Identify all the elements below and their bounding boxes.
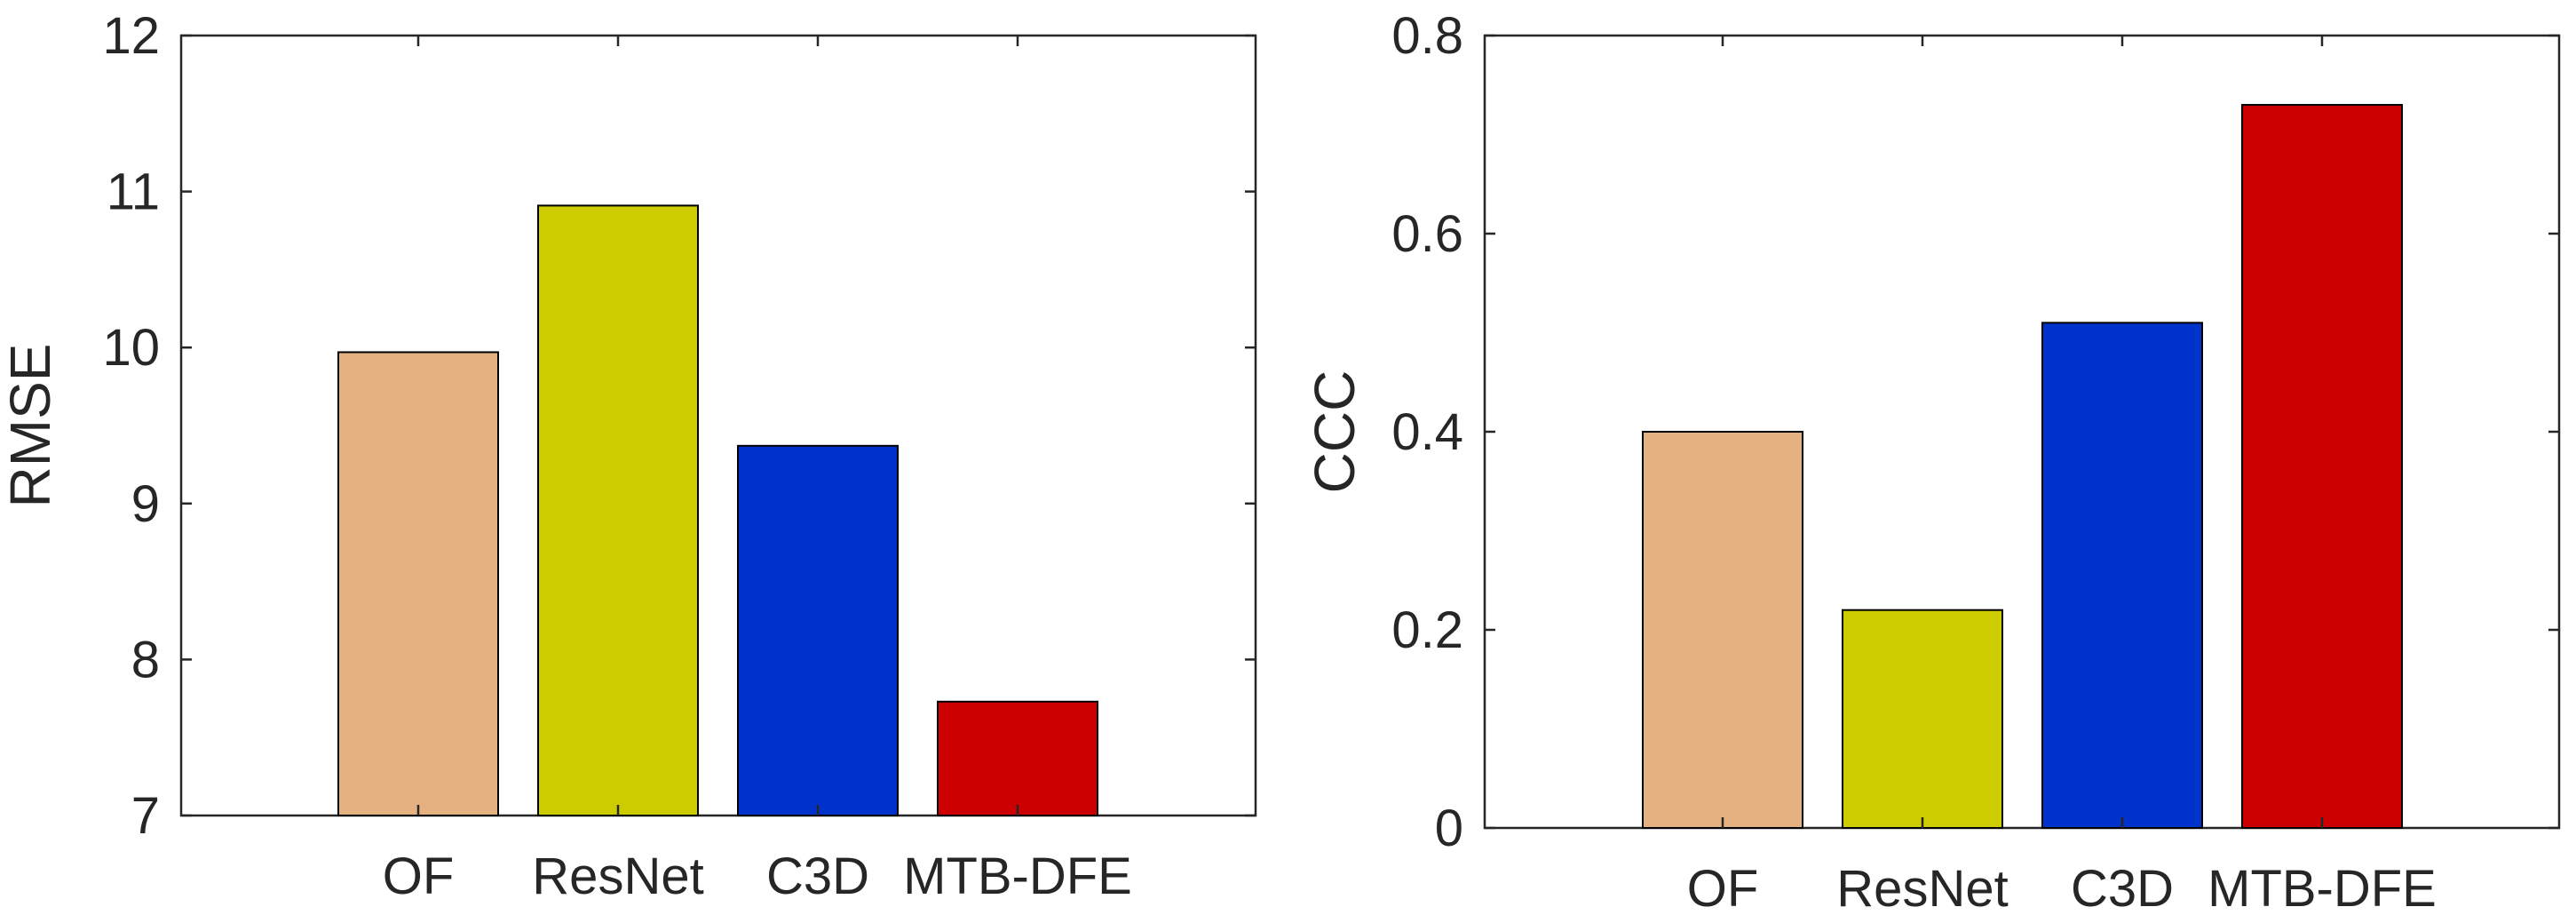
bar-mtb-dfe bbox=[2241, 104, 2403, 830]
chart-ccc: 0 0.2 0.4 0.6 0.8 OF ResNet C3D MTB-DFE CCC bbox=[1303, 7, 2561, 918]
y-tick-label: 9 bbox=[131, 475, 160, 533]
chart-rmse: 7 8 9 10 11 12 OF ResNet C3D MTB-DFE RMSE bbox=[0, 7, 1257, 905]
x-category-label: ResNet bbox=[1836, 860, 2008, 918]
y-tick-label: 12 bbox=[102, 7, 160, 65]
x-category-label: C3D bbox=[766, 847, 869, 905]
bar-resnet bbox=[537, 204, 699, 817]
bar-of bbox=[337, 351, 499, 816]
y-tick-label: 10 bbox=[102, 319, 160, 377]
y-axis-title: RMSE bbox=[0, 344, 62, 508]
bar-of bbox=[1642, 431, 1803, 829]
bar-c3d bbox=[737, 444, 899, 816]
x-category-label: ResNet bbox=[532, 847, 703, 905]
y-tick-label: 0.8 bbox=[1391, 7, 1463, 65]
y-axis-title: CCC bbox=[1303, 370, 1367, 494]
y-tick-label: 11 bbox=[107, 163, 160, 221]
x-category-label: MTB-DFE bbox=[903, 847, 1132, 905]
y-tick-label: 0.2 bbox=[1391, 601, 1463, 659]
bar-c3d bbox=[2041, 322, 2203, 830]
x-category-label: OF bbox=[383, 847, 455, 905]
y-tick-label: 0.4 bbox=[1391, 403, 1463, 461]
y-tick-label: 0.6 bbox=[1391, 205, 1463, 263]
x-category-label: MTB-DFE bbox=[2207, 860, 2437, 918]
x-category-label: OF bbox=[1687, 860, 1759, 918]
y-tick-label: 8 bbox=[131, 631, 160, 688]
x-category-label: C3D bbox=[2071, 860, 2174, 918]
bar-resnet bbox=[1842, 609, 2003, 830]
y-tick-label: 7 bbox=[131, 787, 160, 845]
y-tick-label: 0 bbox=[1435, 800, 1463, 857]
bar-mtb-dfe bbox=[937, 700, 1098, 817]
